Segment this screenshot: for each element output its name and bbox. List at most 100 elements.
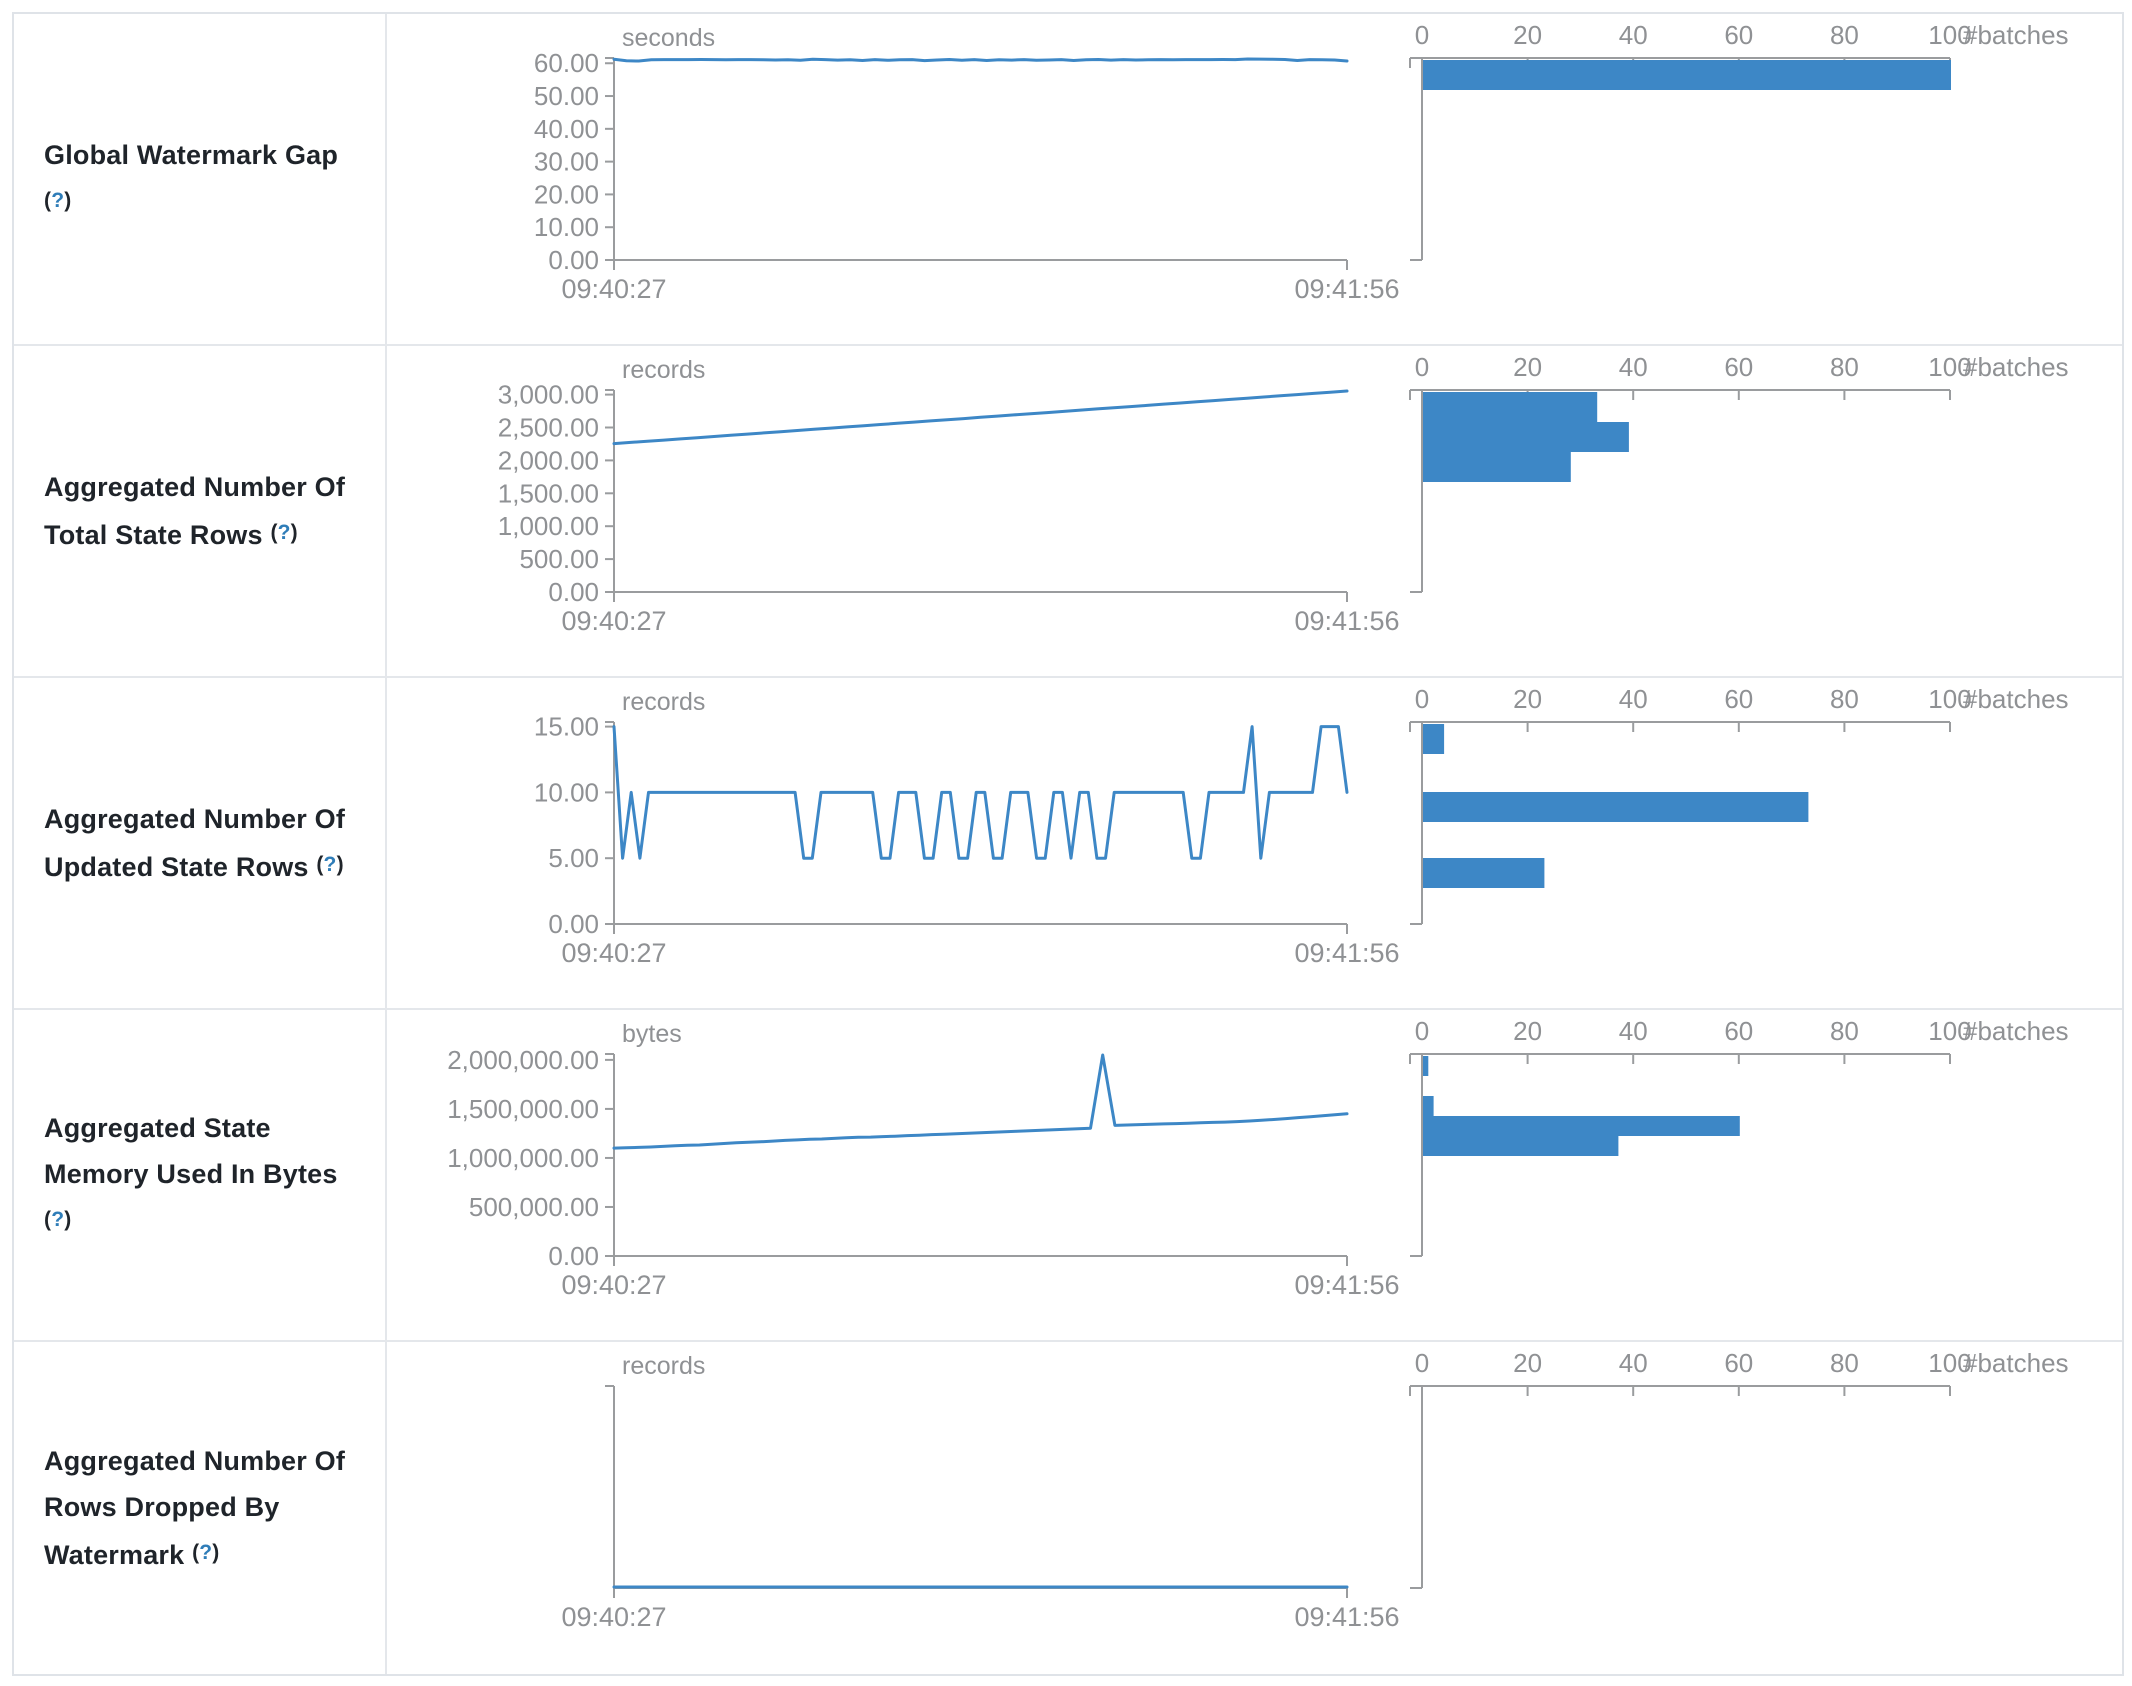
row-charts-svg: records 09:40:27 09:41:56 0 20 40 60 80 100#batc… (561, 1348, 2069, 1632)
y-tick-label: 60.00 (534, 48, 599, 78)
metric-chart-cell: records 09:40:27 09:41:56 0 20 40 60 80 100 #batc… (387, 1342, 2122, 1674)
hist-tick-label: 60 (1724, 20, 1753, 50)
metric-label-cell: Aggregated Number Of Updated State Rows (… (14, 678, 387, 1008)
timeline-chart: records 09:40:27 09:41:56 (561, 1352, 1399, 1632)
metrics-table: Global Watermark Gap (?) seconds 60.00 50.0… (12, 12, 2124, 1676)
x-end-label: 09:41:56 (1294, 1602, 1399, 1632)
y-tick-label: 5.00 (548, 843, 599, 873)
help-question-mark[interactable]: ? (51, 1208, 65, 1231)
histogram-bar (1423, 792, 1809, 822)
x-axis: 09:40:27 09:41:56 (561, 591, 1400, 636)
hist-tick-label: 100 (1928, 684, 1971, 714)
row-charts-svg: records3,000.002,500.002,000.001,500.001… (498, 352, 2069, 636)
metric-chart-cell: bytes 2,000,000.00 1,500,000.00 1,000,000.0… (387, 1010, 2122, 1340)
y-tick-label: 2,500.00 (498, 413, 599, 443)
help-tooltip-link[interactable]: (?) (192, 1541, 220, 1564)
help-question-mark[interactable]: ? (323, 853, 337, 876)
histogram-bar (1423, 724, 1445, 754)
y-axis (605, 1385, 615, 1588)
batches-axis-label: #batches (1963, 1348, 2069, 1378)
metric-row: Global Watermark Gap (?) seconds 60.00 50.0… (14, 14, 2122, 346)
histogram-bar (1423, 1096, 1434, 1116)
hist-tick-label: 20 (1513, 352, 1542, 382)
hist-tick-label: 100 (1928, 352, 1971, 382)
hist-tick-label: 100 (1928, 1348, 1971, 1378)
histogram-bar (1423, 858, 1545, 888)
metric-title-line: (?) (44, 178, 369, 226)
histogram-axis: 0 20 40 60 80 100#batches (1409, 1348, 2069, 1589)
batches-axis-label: #batches (1963, 1016, 2069, 1046)
help-tooltip-link[interactable]: (?) (44, 189, 72, 212)
y-tick-label: 0.00 (548, 1241, 599, 1271)
metric-chart-cell: records 15.00 10.00 5.00 0.00 09:40:27 09:41:5… (387, 678, 2122, 1008)
y-tick-label: 1,000.00 (498, 511, 599, 541)
hist-tick-label: 80 (1830, 352, 1859, 382)
histogram-bar (1423, 1136, 1619, 1156)
metric-title-line: Aggregated Number Of (44, 804, 346, 834)
batches-axis-label: #batches (1963, 20, 2069, 50)
x-axis: 09:40:27 09:41:56 (561, 1587, 1400, 1632)
help-tooltip-link[interactable]: (?) (44, 1208, 72, 1231)
y-tick-label: 500.00 (519, 544, 599, 574)
histogram-chart: 0 20 40 60 80 100#batches (1409, 352, 2069, 593)
metric-title-line: Memory Used In Bytes (44, 1159, 338, 1189)
hist-tick-label: 60 (1724, 1016, 1753, 1046)
y-tick-label: 10.00 (534, 777, 599, 807)
batches-axis-label: #batches (1963, 684, 2069, 714)
x-end-label: 09:41:56 (1294, 606, 1399, 636)
y-tick-label: 30.00 (534, 147, 599, 177)
histogram-axis: 0 20 40 60 80 100#batches (1409, 1016, 2069, 1257)
help-question-mark[interactable]: ? (277, 521, 291, 544)
help-tooltip-link[interactable]: (?) (316, 853, 344, 876)
unit-label: records (622, 1352, 705, 1380)
timeline-chart: bytes 2,000,000.00 1,500,000.00 1,000,000.0… (447, 1020, 1399, 1300)
help-tooltip-link[interactable]: (?) (270, 521, 298, 544)
histogram-chart: 0 20 40 60 80 100#batches (1409, 684, 2069, 925)
metric-line (612, 725, 1349, 860)
x-end-label: 09:41:56 (1294, 274, 1399, 304)
y-tick-label: 20.00 (534, 179, 599, 209)
metric-title-line: Global Watermark Gap (44, 140, 339, 170)
metric-line (612, 57, 1349, 63)
hist-tick-label: 40 (1619, 1348, 1648, 1378)
metric-chart-cell: seconds 60.00 50.00 40.00 30.00 20.00 10.00 0.0… (387, 14, 2122, 344)
histogram-bar (1423, 392, 1598, 422)
y-tick-label: 1,500.00 (498, 478, 599, 508)
x-start-label: 09:40:27 (561, 606, 666, 636)
x-start-label: 09:40:27 (561, 938, 666, 968)
hist-tick-label: 0 (1415, 20, 1429, 50)
y-tick-label: 0.00 (548, 909, 599, 939)
hist-tick-label: 20 (1513, 20, 1542, 50)
metric-label-cell: Aggregated State Memory Used In Bytes (?) (14, 1010, 387, 1340)
histogram-bar (1423, 422, 1629, 452)
x-end-label: 09:41:56 (1294, 1270, 1399, 1300)
y-tick-label: 0.00 (548, 577, 599, 607)
hist-tick-label: 40 (1619, 684, 1648, 714)
y-tick-label: 15.00 (534, 712, 599, 742)
unit-label: bytes (622, 1020, 682, 1048)
y-tick-label: 500,000.00 (469, 1192, 599, 1222)
hist-tick-label: 20 (1513, 684, 1542, 714)
y-tick-label: 50.00 (534, 81, 599, 111)
histogram-axis: 0 20 40 60 80 100#batches (1409, 352, 2069, 593)
hist-tick-label: 60 (1724, 1348, 1753, 1378)
hist-tick-label: 40 (1619, 20, 1648, 50)
hist-tick-label: 80 (1830, 1348, 1859, 1378)
histogram-bar (1423, 1056, 1429, 1076)
metric-title-line: Aggregated Number Of (44, 472, 346, 502)
metric-chart-cell: records 3,000.00 2,500.00 2,000.00 1,500.00 1… (387, 346, 2122, 676)
y-tick-label: 3,000.00 (498, 380, 599, 410)
help-question-mark[interactable]: ? (199, 1541, 213, 1564)
metric-title-line: Aggregated Number Of (44, 1446, 346, 1476)
help-question-mark[interactable]: ? (51, 189, 65, 212)
row-charts-svg: seconds60.0050.0040.0030.0020.0010.000.0… (534, 20, 2069, 304)
metric-title-line: (?) (44, 1197, 369, 1245)
hist-tick-label: 60 (1724, 684, 1753, 714)
histogram-bar (1423, 452, 1571, 482)
metric-label-cell: Aggregated Number Of Rows Dropped By Water… (14, 1342, 387, 1674)
histogram-bar (1423, 1116, 1740, 1136)
y-axis: 15.00 10.00 5.00 0.00 (534, 712, 615, 939)
y-axis: 3,000.002,500.002,000.001,500.001,000.00… (498, 380, 615, 607)
y-tick-label: 2,000.00 (498, 445, 599, 475)
